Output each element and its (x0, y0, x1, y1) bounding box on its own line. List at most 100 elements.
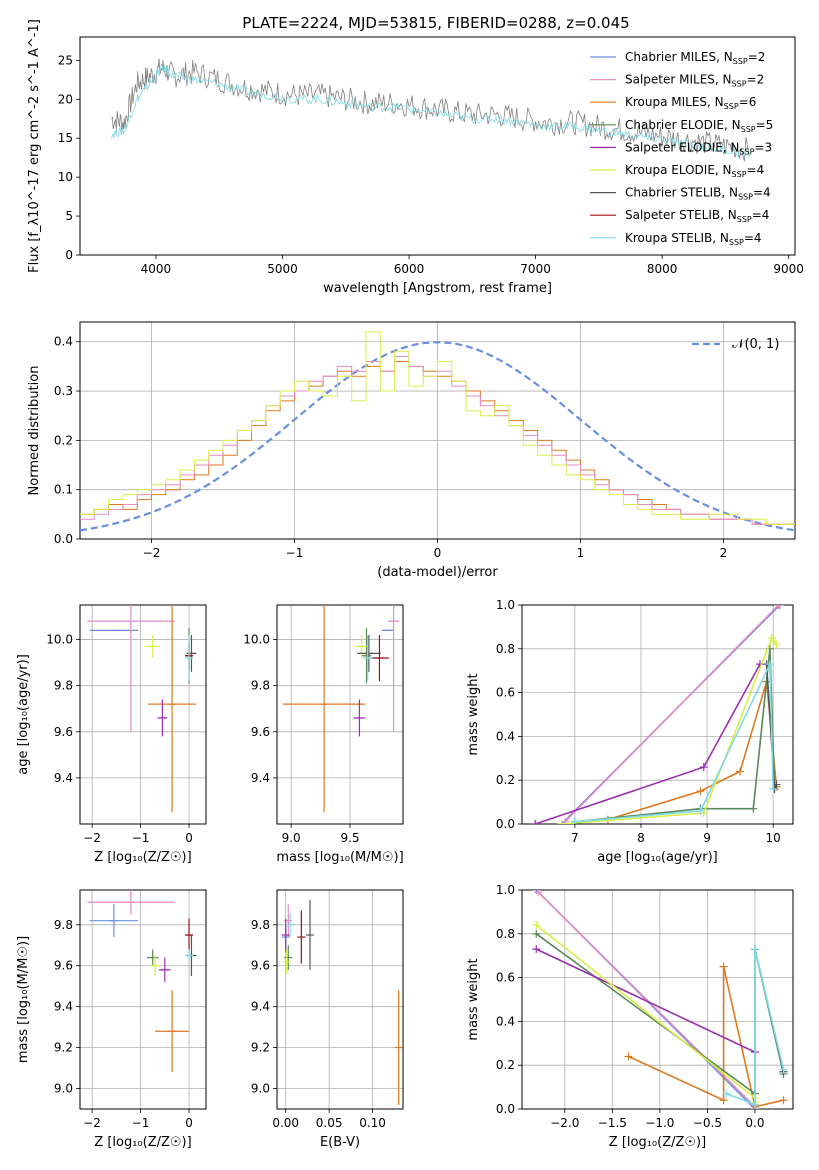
weight-marker (765, 660, 774, 669)
x-tick-label: 6000 (394, 262, 425, 276)
weight-marker (699, 763, 708, 772)
x-tick-label: 0 (185, 1116, 193, 1130)
errorbar-point (145, 634, 160, 659)
y-tick-label: 9.0 (54, 1082, 73, 1096)
weight-marker (719, 962, 728, 971)
y-tick-label: 9.0 (251, 1082, 270, 1096)
legend-label: Salpeter ELODIE, NSSP=3 (625, 140, 772, 156)
axes-frame (79, 889, 207, 1110)
y-tick-label: 0.2 (54, 433, 73, 447)
x-tick-label: 0.05 (316, 1116, 343, 1130)
y-tick-label: 9.8 (251, 679, 270, 693)
legend-label: Salpeter MILES, NSSP=2 (625, 73, 764, 89)
x-tick-label: −0.5 (693, 1116, 722, 1130)
x-tick-label: 8000 (647, 262, 678, 276)
y-tick-label: 10.0 (46, 633, 73, 647)
errorbar-point (185, 949, 194, 962)
y-tick-label: 9.4 (251, 771, 270, 785)
errorbar-point (87, 605, 175, 732)
y-tick-label: 0.0 (496, 1102, 515, 1116)
mass-weight-vs-age-panel: 7 8 9 10 0.0 0.2 0.4 0.6 0.8 1.0 age [log₁₀(age/yr… (466, 598, 794, 865)
y-tick-label: 1.0 (496, 883, 515, 897)
weight-series (532, 890, 788, 1109)
axes-frame (79, 36, 796, 256)
x-tick-label: −1 (286, 546, 304, 560)
errorbar-point (387, 605, 400, 732)
errorbar-point (186, 634, 197, 672)
gaussian-curve (80, 341, 795, 532)
y-tick-label: 5 (65, 209, 73, 223)
weight-marker (531, 820, 540, 824)
errorbar-point (357, 634, 381, 672)
histogram-step (80, 331, 795, 525)
x-tick-label: 9000 (773, 262, 804, 276)
y-tick-label: 0.3 (54, 384, 73, 398)
y-tick-label: 0 (65, 248, 73, 262)
errorbar-points (87, 605, 197, 813)
x-tick-label: 9.5 (340, 831, 359, 845)
errorbar-point (158, 957, 171, 983)
weight-marker (750, 945, 759, 954)
weight-line (574, 663, 774, 823)
weight-line (537, 891, 756, 1108)
legend-label: Kroupa STELIB, NSSP=4 (625, 231, 762, 247)
y-tick-label: 9.2 (251, 1041, 270, 1055)
errorbar-point (297, 910, 306, 964)
mass-vs-Z-panel: −2 −1 0 9.0 9.2 9.4 9.6 9.8 Z [log₁₀(Z/Z☉)] mass … (16, 889, 207, 1150)
x-axis-label: Z [log₁₀(Z/Z☉)] (609, 1135, 706, 1150)
x-tick-label: 7000 (520, 262, 551, 276)
errorbar-point (362, 634, 373, 682)
weight-marker (779, 1096, 788, 1105)
x-tick-label: 5000 (267, 262, 298, 276)
x-axis-label: Z [log₁₀(Z/Z☉)] (94, 850, 191, 865)
mass-weight-vs-Z-panel: −2.0 −1.5 −1.0 −0.5 0.0 0.0 0.2 0.4 0.6 0.8 1.0 Z [… (466, 883, 794, 1150)
x-tick-label: 4000 (141, 262, 172, 276)
x-tick-label: 7 (571, 831, 579, 845)
y-tick-label: 10.0 (243, 633, 270, 647)
weight-marker (532, 921, 541, 930)
weight-marker (749, 804, 758, 813)
weight-line (574, 648, 776, 823)
axes-frame (521, 604, 794, 825)
weight-marker (769, 784, 778, 793)
y-tick-label: 9.8 (54, 679, 73, 693)
errorbar-point (87, 890, 175, 915)
weight-line (534, 663, 761, 824)
y-axis-label: mass weight (466, 958, 481, 1040)
y-tick-label: 9.2 (54, 1041, 73, 1055)
weight-marker (534, 890, 543, 897)
weight-marker (570, 817, 579, 824)
y-tick-label: 0.0 (54, 532, 73, 546)
weight-marker (767, 633, 776, 642)
errorbar-point (147, 605, 197, 813)
x-axis-label: age [log₁₀(age/yr)] (597, 850, 718, 865)
y-tick-label: 9.6 (251, 959, 270, 973)
y-tick-label: 0.1 (54, 483, 73, 497)
y-axis-label: Flux [f_λ10^-17 erg cm^-2 s^-1 A^-1] (27, 19, 42, 273)
residual-panel: −2 −1 0 1 2 0.0 0.1 0.2 0.3 0.4 (data-model)/error… (27, 321, 796, 580)
weight-series (531, 605, 784, 824)
y-axis-label: mass [log₁₀(M/M☉)] (16, 936, 31, 1063)
x-tick-label: −1 (132, 831, 150, 845)
axes-frame (276, 604, 404, 825)
x-tick-label: 9 (703, 831, 711, 845)
y-tick-label: 9.8 (251, 918, 270, 932)
weight-marker (719, 1096, 728, 1105)
spectrum-legend: Chabrier MILES, NSSP=2 Salpeter MILES, NS… (590, 50, 773, 247)
legend-label: Kroupa ELODIE, NSSP=4 (625, 163, 764, 179)
y-tick-label: 0.6 (496, 686, 515, 700)
histogram-series (80, 331, 795, 532)
errorbar-point (155, 990, 190, 1073)
errorbar-point (185, 634, 194, 682)
age-vs-mass-panel: 9.0 9.5 9.4 9.6 9.8 10.0 mass [log₁₀(M/M☉)] (243, 604, 404, 865)
weight-marker (696, 787, 705, 796)
errorbar-point (394, 990, 403, 1105)
x-tick-label: 1 (577, 546, 585, 560)
x-tick-label: −2 (143, 546, 161, 560)
errorbar-point (282, 605, 366, 813)
y-tick-label: 1.0 (496, 598, 515, 612)
y-tick-label: 9.6 (251, 725, 270, 739)
legend-label: Chabrier ELODIE, NSSP=5 (625, 118, 773, 134)
x-axis-label: E(B-V) (320, 1135, 360, 1150)
